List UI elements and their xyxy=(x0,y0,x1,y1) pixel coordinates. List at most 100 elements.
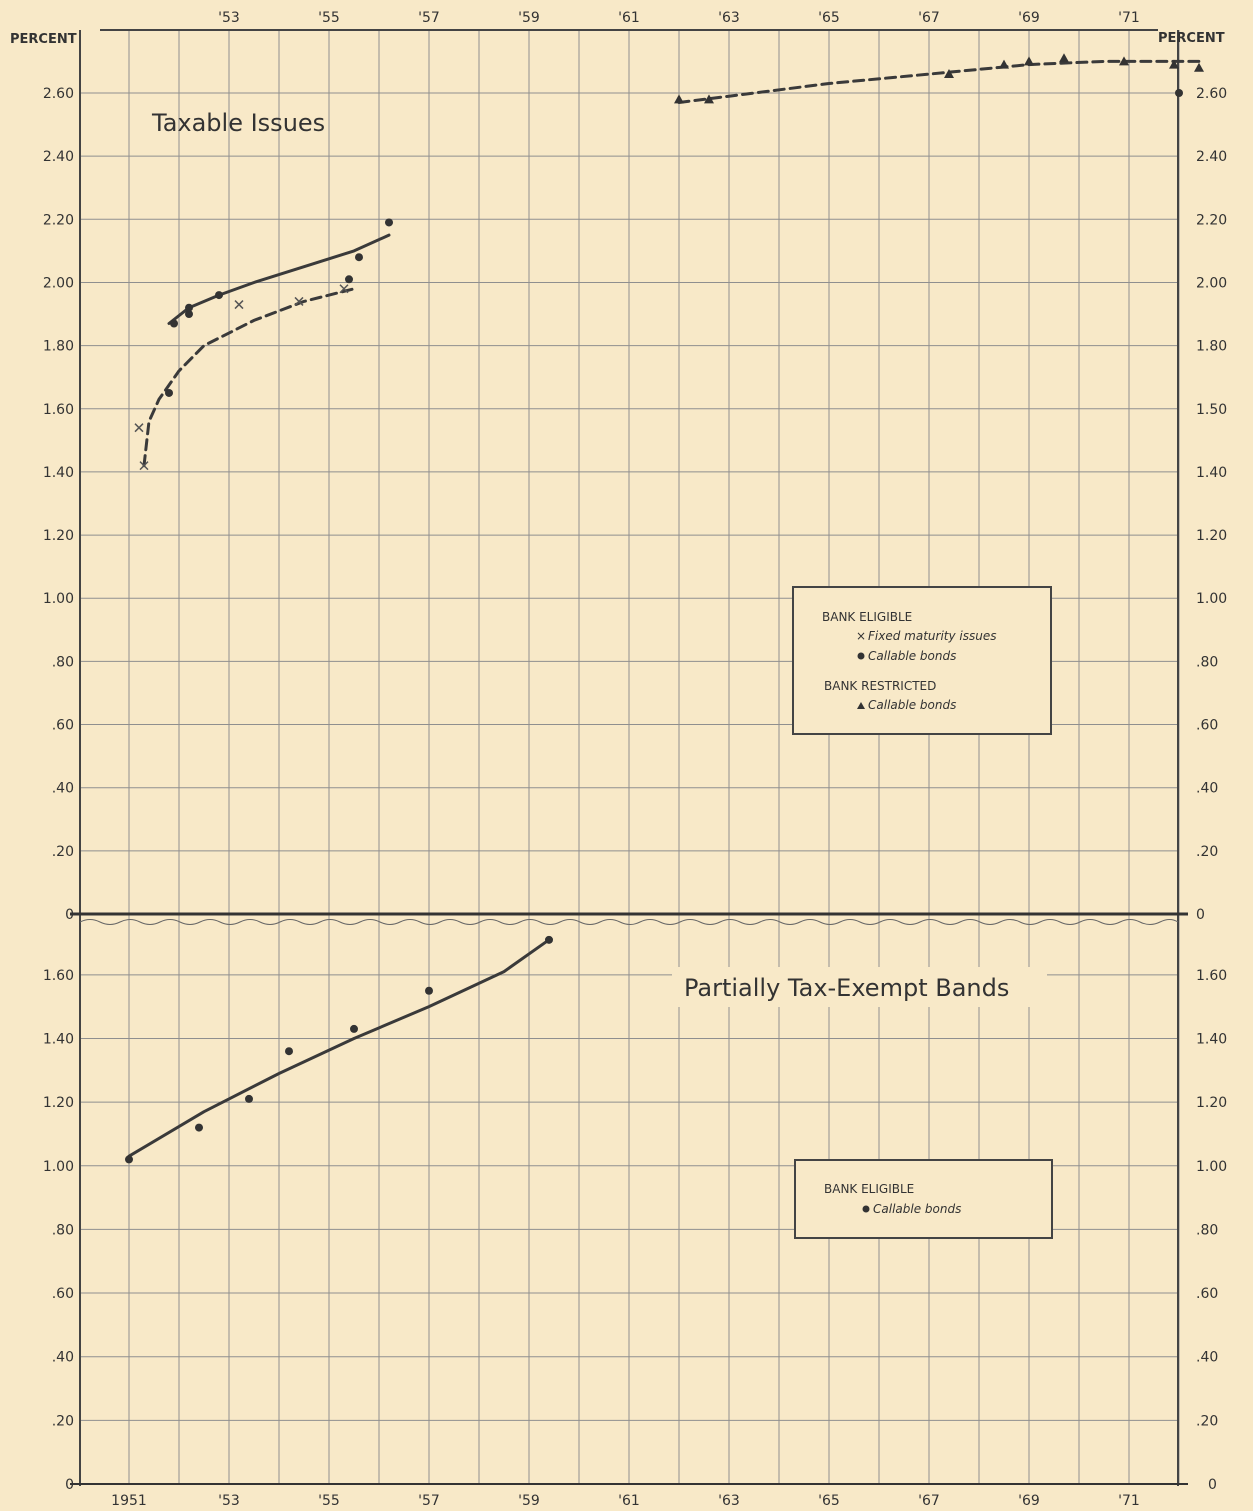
y-tick-label-right: 1.40 xyxy=(1196,465,1227,481)
legend-dot-marker-icon xyxy=(857,652,865,660)
data-point-restricted xyxy=(1119,56,1129,66)
x-tick-label-top: '65 xyxy=(818,10,840,26)
data-point-callable xyxy=(385,218,393,227)
data-point-fixed-maturity xyxy=(139,461,149,471)
y-tick-label-right: 0 xyxy=(1196,907,1205,923)
data-point-fixed-maturity xyxy=(339,284,349,294)
y-tick-label-right: 2.60 xyxy=(1196,86,1227,102)
x-tick-label-bottom: '65 xyxy=(818,1493,840,1509)
chart-title-partial: Partially Tax-Exempt Bands xyxy=(684,974,1009,1002)
chart-title-partial-bg xyxy=(672,967,1047,1007)
data-point-callable xyxy=(185,303,193,312)
y-tick-label-right: 1.60 xyxy=(1196,968,1227,984)
x-tick-label-top: '55 xyxy=(318,10,340,26)
data-point-callable xyxy=(195,1123,203,1132)
legend-box xyxy=(792,586,1052,735)
y-tick-label-right: .40 xyxy=(1196,781,1218,797)
y-unit-label-right: PERCENT xyxy=(1158,31,1225,46)
data-point-callable xyxy=(1175,89,1183,97)
data-points xyxy=(125,53,1204,1164)
y-tick-label-left: .20 xyxy=(52,844,74,860)
legend-partial: BANK ELIGIBLE Callable bonds xyxy=(794,1159,1053,1239)
data-point-restricted xyxy=(944,69,954,79)
data-point-callable xyxy=(165,388,173,397)
y-tick-label-left: 1.00 xyxy=(43,1159,74,1175)
data-point-restricted xyxy=(1194,62,1204,72)
y-tick-label-left: .40 xyxy=(52,1350,74,1366)
data-point-callable xyxy=(285,1047,293,1056)
fit-line-taxable xyxy=(142,287,356,468)
y-tick-label-right: .20 xyxy=(1196,844,1218,860)
y-tick-label-right: 1.00 xyxy=(1196,1159,1227,1175)
x-tick-label-bottom: '53 xyxy=(218,1493,240,1509)
y-tick-label-left: 1.00 xyxy=(43,591,74,607)
tick-labels: '53 '55 '57 '59 '61 '63 '65 '67 '69 '71 1951 '53 '55… xyxy=(43,10,1227,1509)
axes xyxy=(70,29,1188,1486)
data-point-callable xyxy=(125,1155,133,1164)
y-tick-label-left: 1.20 xyxy=(43,528,74,544)
y-tick-label-left: 1.60 xyxy=(43,968,74,984)
data-point-callable xyxy=(185,310,193,319)
legend-item-callable-eligible: Callable bonds xyxy=(868,649,956,663)
y-tick-label-left: .20 xyxy=(52,1413,74,1429)
y-tick-label-left: .80 xyxy=(52,1222,74,1238)
y-tick-label-left: 2.40 xyxy=(43,149,74,165)
y-tick-label-right: 1.00 xyxy=(1196,591,1227,607)
y-tick-label-left: 1.40 xyxy=(43,1031,74,1047)
data-point-callable xyxy=(345,275,353,284)
y-tick-label-left: 1.20 xyxy=(43,1095,74,1111)
chart-title-taxable: Taxable Issues xyxy=(151,109,325,137)
data-point-callable xyxy=(355,253,363,262)
data-point-restricted xyxy=(704,94,714,104)
data-point-fixed-maturity xyxy=(294,296,304,306)
legend-taxable: BANK ELIGIBLE × Fixed maturity issues Ca… xyxy=(792,586,1052,735)
y-tick-label-left: 1.60 xyxy=(43,402,74,418)
y-tick-label-right: .80 xyxy=(1196,654,1218,670)
data-point-callable xyxy=(245,1094,253,1103)
y-tick-label-right: 1.20 xyxy=(1196,528,1227,544)
legend-item-fixed-maturity: Fixed maturity issues xyxy=(868,629,996,643)
y-tick-label-left: .60 xyxy=(52,718,74,734)
axis-break-line xyxy=(79,919,1179,925)
x-tick-label-bottom: '63 xyxy=(718,1493,740,1509)
y-tick-label-left: 2.00 xyxy=(43,275,74,291)
y-tick-label-left: 2.60 xyxy=(43,86,74,102)
y-tick-label-left: 2.20 xyxy=(43,212,74,228)
y-tick-label-right: 2.20 xyxy=(1196,212,1227,228)
x-tick-label-top: '63 xyxy=(718,10,740,26)
y-tick-label-left: .60 xyxy=(52,1286,74,1302)
y-tick-label-right: .80 xyxy=(1196,1222,1218,1238)
y-tick-label-right: 1.50 xyxy=(1196,402,1227,418)
data-point-callable xyxy=(170,319,178,328)
data-point-restricted xyxy=(1059,53,1069,63)
x-tick-label-top: '57 xyxy=(418,10,440,26)
y-tick-label-right: 2.00 xyxy=(1196,275,1227,291)
legend-dot-marker-icon xyxy=(862,1205,870,1213)
data-point-callable xyxy=(350,1024,358,1033)
y-tick-label-left: 0 xyxy=(65,907,74,923)
y-tick-label-left: 0 xyxy=(65,1477,74,1493)
grid xyxy=(80,30,1180,1485)
data-point-callable xyxy=(215,291,223,300)
y-tick-label-right: 0 xyxy=(1208,1477,1217,1493)
x-tick-label-top: '61 xyxy=(618,10,640,26)
fit-line-partial xyxy=(127,938,551,1158)
legend-item-callable-restricted: Callable bonds xyxy=(868,698,956,712)
x-tick-label-bottom: '69 xyxy=(1018,1493,1040,1509)
legend-item-callable: Callable bonds xyxy=(873,1202,961,1216)
y-tick-label-right: 1.40 xyxy=(1196,1031,1227,1047)
x-tick-label-top: '71 xyxy=(1118,10,1140,26)
y-tick-label-right: .20 xyxy=(1196,1413,1218,1429)
y-tick-label-right: .40 xyxy=(1196,1350,1218,1366)
x-tick-label-bottom: '67 xyxy=(918,1493,940,1509)
x-tick-label-bottom: '59 xyxy=(518,1493,540,1509)
data-point-restricted xyxy=(1169,59,1179,69)
x-tick-label-top: '69 xyxy=(1018,10,1040,26)
data-point-fixed-maturity xyxy=(134,423,144,433)
fit-line-taxable xyxy=(677,59,1201,104)
x-tick-label-top: '59 xyxy=(518,10,540,26)
x-tick-label-top: '67 xyxy=(918,10,940,26)
y-tick-label-right: 2.40 xyxy=(1196,149,1227,165)
data-point-restricted xyxy=(1024,56,1034,66)
